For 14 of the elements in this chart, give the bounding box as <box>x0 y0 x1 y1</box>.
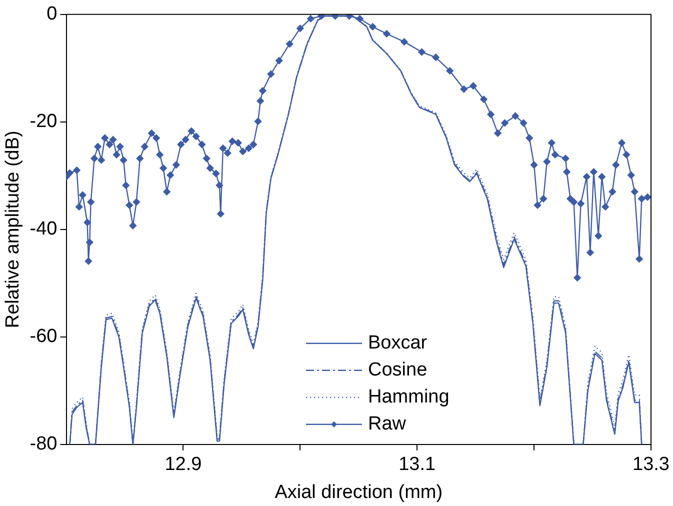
legend-label: Hamming <box>368 386 450 408</box>
x-tick-label: 13.1 <box>398 454 436 476</box>
y-tick-label: -40 <box>30 218 58 240</box>
y-tick-label: -20 <box>30 111 58 132</box>
legend-label: Cosine <box>368 360 428 381</box>
y-axis-title: Relative amplitude (dB) <box>2 130 24 328</box>
x-tick-label: 12.9 <box>164 454 202 476</box>
y-tick-label: -80 <box>30 434 58 455</box>
legend-label: Boxcar <box>368 332 428 354</box>
y-tick-label: 0 <box>46 4 58 25</box>
y-tick-label: -60 <box>30 326 58 348</box>
x-axis-title: Axial direction (mm) <box>274 482 443 503</box>
x-tick-label: 13.3 <box>632 454 670 476</box>
legend-label: Raw <box>368 414 406 435</box>
